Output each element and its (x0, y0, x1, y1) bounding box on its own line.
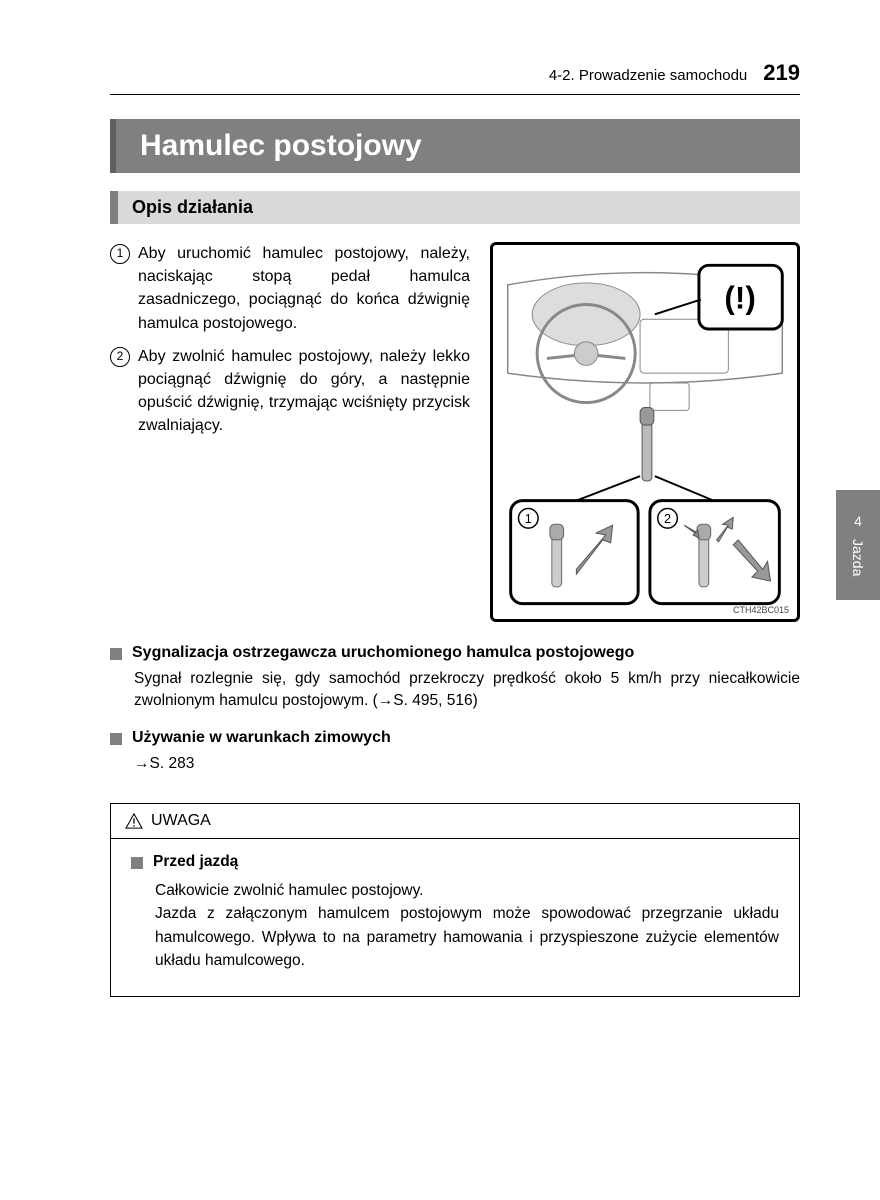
step-2: 2 Aby zwolnić hamulec postojowy, należy … (110, 345, 470, 438)
header-rule (110, 94, 800, 95)
dashboard-illustration: (!) 1 2 (493, 245, 797, 619)
step-text: Aby uruchomić hamulec postojowy, należy,… (138, 242, 470, 335)
bullet-square-icon (110, 648, 122, 660)
caution-subheading: Przed jazdą (153, 853, 238, 871)
section-heading: Opis działania (110, 191, 800, 224)
page-header: 4-2. Prowadzenie samochodu 219 (110, 60, 800, 94)
warning-triangle-icon (125, 813, 143, 829)
figure-code: CTH42BC015 (733, 605, 789, 615)
chapter-side-tab: 4 Jazda (836, 490, 880, 600)
note-heading: Sygnalizacja ostrzegawcza uruchomionego … (132, 644, 634, 662)
svg-text:1: 1 (525, 511, 532, 526)
caution-text-1: Całkowicie zwolnić hamulec postojowy. (155, 879, 779, 902)
page-title: Hamulec postojowy (110, 119, 800, 173)
caution-text-2: Jazda z załączonym hamulcem postojowym m… (155, 902, 779, 972)
note-body: Sygnał rozlegnie się, gdy samochód przek… (134, 668, 800, 711)
svg-text:(!): (!) (724, 280, 755, 315)
chapter-label: Jazda (850, 539, 866, 576)
note-heading: Używanie w warunkach zimowych (132, 729, 391, 747)
step-number-icon: 1 (110, 244, 130, 264)
caution-box: UWAGA Przed jazdą Całkowicie zwolnić ham… (110, 803, 800, 997)
section-label: 4-2. Prowadzenie samochodu (549, 67, 747, 84)
page-number: 219 (763, 60, 800, 86)
steps-column: 1 Aby uruchomić hamulec postojowy, należ… (110, 242, 470, 622)
dashboard-figure: (!) 1 2 (490, 242, 800, 622)
chapter-number: 4 (854, 513, 862, 529)
svg-text:2: 2 (664, 511, 671, 526)
note-body: →S. 283 (134, 753, 800, 775)
bullet-square-icon (131, 857, 143, 869)
step-number-icon: 2 (110, 347, 130, 367)
step-text: Aby zwolnić hamulec postojowy, należy le… (138, 345, 470, 438)
note-warning-signal: Sygnalizacja ostrzegawcza uruchomionego … (110, 644, 800, 711)
note-winter-use: Używanie w warunkach zimowych →S. 283 (110, 729, 800, 775)
caution-label: UWAGA (151, 812, 211, 830)
step-1: 1 Aby uruchomić hamulec postojowy, należ… (110, 242, 470, 335)
bullet-square-icon (110, 733, 122, 745)
